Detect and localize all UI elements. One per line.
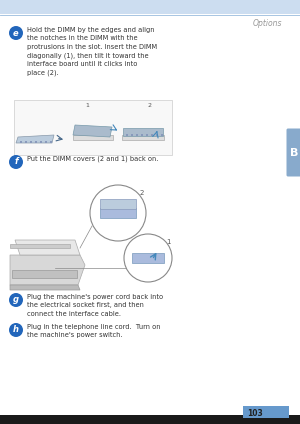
Polygon shape [73, 125, 112, 137]
Text: f: f [14, 157, 18, 167]
Text: h: h [13, 326, 19, 335]
Text: 1: 1 [85, 103, 89, 108]
Text: g: g [13, 296, 19, 304]
Bar [10, 244, 70, 248]
Polygon shape [15, 240, 80, 255]
Text: 2: 2 [140, 190, 144, 196]
Bar [30, 141, 32, 143]
FancyBboxPatch shape [286, 128, 300, 176]
Bar [132, 253, 164, 263]
Bar [161, 134, 163, 136]
Bar [141, 134, 143, 136]
Text: 103: 103 [247, 408, 263, 418]
Circle shape [90, 185, 146, 241]
Circle shape [9, 26, 23, 40]
Bar [73, 135, 113, 140]
Text: Options: Options [253, 20, 282, 28]
Bar [146, 134, 148, 136]
Bar [131, 134, 133, 136]
Polygon shape [16, 135, 54, 143]
Text: e: e [13, 28, 19, 37]
Bar [25, 141, 27, 143]
Circle shape [9, 323, 23, 337]
Bar [14, 100, 172, 155]
Bar [40, 141, 42, 143]
Bar [122, 135, 164, 140]
Bar [0, 0, 300, 14]
Text: 1: 1 [166, 239, 170, 245]
Bar [12, 270, 77, 278]
Bar [123, 128, 163, 136]
Bar [100, 199, 136, 209]
Circle shape [124, 234, 172, 282]
Polygon shape [10, 285, 80, 290]
Text: Plug the machine's power cord back into
the electrical socket first, and then
co: Plug the machine's power cord back into … [27, 294, 163, 317]
Bar [35, 141, 37, 143]
Bar [0, 415, 300, 424]
Text: Put the DIMM covers (2 and 1) back on.: Put the DIMM covers (2 and 1) back on. [27, 156, 158, 162]
Text: B: B [290, 148, 298, 157]
Circle shape [9, 293, 23, 307]
Polygon shape [10, 255, 85, 285]
Bar [100, 208, 136, 218]
Bar [50, 141, 52, 143]
Bar [243, 406, 289, 418]
Bar [151, 134, 153, 136]
Bar [156, 134, 158, 136]
Bar [45, 141, 47, 143]
Text: 2: 2 [148, 103, 152, 108]
Bar [126, 134, 128, 136]
Circle shape [9, 155, 23, 169]
Text: Hold the DIMM by the edges and align
the notches in the DIMM with the
protrusion: Hold the DIMM by the edges and align the… [27, 27, 157, 76]
Text: Plug in the telephone line cord.  Turn on
the machine's power switch.: Plug in the telephone line cord. Turn on… [27, 324, 161, 338]
Bar [136, 134, 138, 136]
Bar [20, 141, 22, 143]
